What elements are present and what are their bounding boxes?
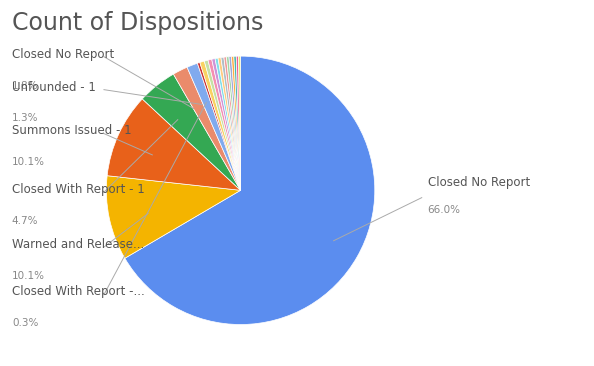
Text: Closed No Report: Closed No Report — [428, 176, 530, 189]
Text: Count of Dispositions: Count of Dispositions — [12, 11, 263, 35]
Text: Summons Issued - 1: Summons Issued - 1 — [12, 124, 131, 138]
Text: Closed With Report -...: Closed With Report -... — [12, 285, 144, 299]
Text: 0.3%: 0.3% — [12, 318, 38, 328]
Text: Closed No Report: Closed No Report — [12, 48, 114, 61]
Wedge shape — [232, 56, 241, 190]
Wedge shape — [107, 99, 241, 190]
Wedge shape — [239, 56, 241, 190]
Wedge shape — [211, 59, 241, 190]
Wedge shape — [221, 57, 241, 190]
Wedge shape — [106, 176, 241, 258]
Text: 1.8%: 1.8% — [12, 81, 39, 90]
Wedge shape — [173, 67, 241, 190]
Wedge shape — [224, 57, 241, 190]
Wedge shape — [215, 58, 241, 190]
Wedge shape — [204, 60, 241, 190]
Wedge shape — [208, 59, 241, 190]
Wedge shape — [143, 74, 241, 190]
Text: 10.1%: 10.1% — [12, 271, 45, 281]
Wedge shape — [226, 57, 241, 190]
Wedge shape — [234, 56, 241, 190]
Wedge shape — [187, 63, 241, 190]
Wedge shape — [200, 61, 241, 190]
Text: 1.3%: 1.3% — [12, 113, 39, 123]
Wedge shape — [236, 56, 241, 190]
Text: 4.7%: 4.7% — [12, 216, 39, 226]
Text: Closed With Report - 1: Closed With Report - 1 — [12, 183, 144, 196]
Text: Unfounded - 1: Unfounded - 1 — [12, 81, 96, 94]
Wedge shape — [125, 56, 375, 325]
Wedge shape — [218, 57, 241, 190]
Text: 66.0%: 66.0% — [428, 205, 461, 215]
Text: Warned and Release...: Warned and Release... — [12, 238, 144, 251]
Text: 10.1%: 10.1% — [12, 157, 45, 167]
Wedge shape — [197, 63, 241, 190]
Wedge shape — [229, 56, 241, 190]
